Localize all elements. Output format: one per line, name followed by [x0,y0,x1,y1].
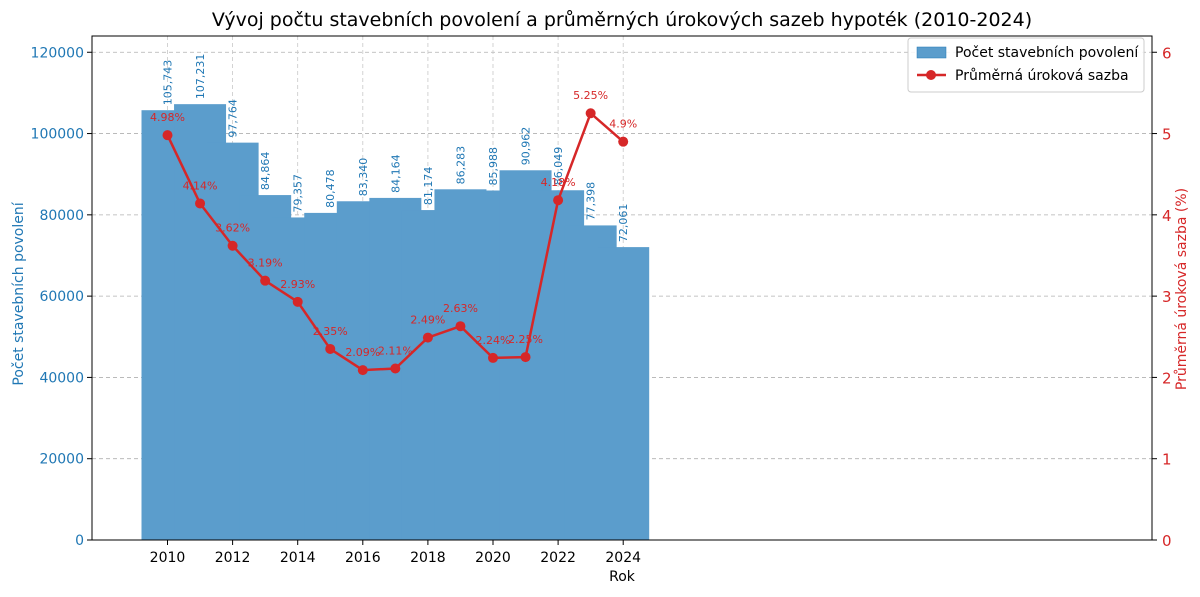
legend-line-label: Průměrná úroková sazba [955,68,1129,84]
rate-value-label: 2.24% [476,334,511,347]
legend-bar-swatch [916,46,947,59]
rate-value-label: 2.49% [410,314,445,327]
bar-value-label: 84,164 [389,154,402,193]
rate-value-label: 4.9% [609,118,637,131]
rate-value-label: 2.63% [443,302,478,315]
x-tick-label: 2024 [605,550,641,566]
y-left-tick-label: 120000 [31,45,84,61]
rate-point-2018 [422,332,433,343]
rate-point-2024 [618,136,629,147]
rate-point-2011 [195,198,206,209]
rate-point-2022 [553,195,564,206]
bar-value-label: 90,962 [520,127,533,166]
plot-frame [91,35,1153,541]
bar-value-label: 80,478 [324,169,337,208]
rate-value-label: 2.11% [378,344,413,357]
bar-value-label: 105,743 [162,60,175,106]
x-tick-label: 2016 [345,550,381,566]
bar-value-label: 86,283 [454,146,467,185]
bar-value-label: 85,988 [487,147,500,186]
x-tick-label: 2018 [410,550,446,566]
y-right-axis-label: Průměrná úroková sazba (%) [1174,188,1190,390]
rate-point-2020 [488,352,498,363]
y-left-tick-label: 40000 [39,370,84,386]
rate-value-label: 4.98% [150,111,185,124]
y-left-tick-label: 20000 [39,452,84,468]
y-right-tick-label: 4 [1162,207,1172,225]
legend-bar-label: Počet stavebních povolení [955,45,1139,61]
y-left-tick-label: 80000 [39,208,84,224]
rate-point-2017 [390,363,401,374]
legend-line-marker [926,70,936,80]
rate-value-label: 5.25% [573,89,608,102]
rate-point-2019 [455,321,466,332]
y-left-tick-label: 60000 [39,289,84,305]
rate-point-2010 [162,130,173,141]
y-right-tick-label: 3 [1162,288,1172,306]
x-tick-label: 2010 [150,550,186,566]
x-tick-label: 2022 [540,550,576,566]
bar-value-label: 86,049 [552,147,565,186]
rate-value-label: 4.14% [183,179,218,192]
y-left-tick-label: 100000 [31,127,84,143]
bar-value-label: 84,864 [259,152,272,191]
rate-point-2016 [357,365,368,376]
bar-value-label: 83,340 [357,158,370,197]
bar-2024 [597,247,650,540]
rate-value-label: 3.19% [248,257,283,270]
bar-value-label: 72,061 [617,204,630,243]
y-right-tick-label: 0 [1162,532,1172,550]
legend-box [907,37,1145,93]
rate-value-label: 4.18% [541,176,576,189]
legend: Počet stavebních povolení Průměrná úroko… [907,37,1145,93]
y-right-tick-label: 1 [1162,451,1172,469]
bar-value-label: 107,231 [194,54,207,100]
x-tick-label: 2014 [280,550,316,566]
rate-point-2023 [585,108,596,119]
rate-point-2012 [227,240,238,251]
bar-value-label: 97,764 [227,99,240,138]
bar-value-label: 79,357 [292,174,305,213]
x-tick-label: 2012 [215,550,251,566]
bars-layer [141,104,650,541]
line-layer: 4.98% 4.14% 3.62% 3.19% 2.93% 2.35% 2.09%2.11%… [150,89,637,376]
chart-title: Vývoj počtu stavebních povolení a průměr… [212,9,1032,31]
rate-value-label: 2.35% [313,325,348,338]
y-right-tick-label: 2 [1162,369,1172,387]
rate-point-2013 [260,275,271,286]
rate-value-label: 2.09% [345,346,380,359]
rate-point-2014 [292,296,303,307]
rate-value-label: 2.93% [280,278,315,291]
rate-value-label: 2.25% [508,333,543,346]
rate-value-label: 3.62% [215,222,250,235]
x-tick-label: 2020 [475,550,511,566]
bar-value-label: 77,398 [585,182,598,221]
y-left-tick-label: 0 [75,533,84,549]
y-left-axis-label: Počet stavebních povolení [11,201,27,385]
x-axis-label: Rok [609,569,636,585]
bar-labels-layer: 105,743 107,231 97,764 84,864 79,357 80,478 83… [162,54,631,242]
bar-value-label: 81,174 [422,167,435,206]
y-right-tick-label: 5 [1162,126,1172,144]
rate-point-2021 [520,352,531,363]
rate-point-2015 [325,343,336,354]
y-right-tick-label: 6 [1162,44,1172,62]
